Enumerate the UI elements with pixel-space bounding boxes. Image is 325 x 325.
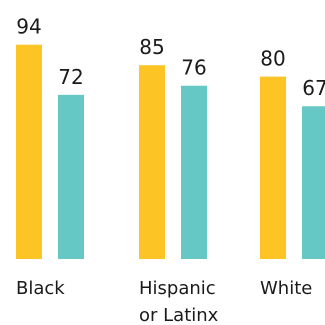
value-label-2-1: 67 <box>302 76 325 100</box>
value-labels-layer: 94 72 85 76 80 67 <box>16 15 325 101</box>
bar-2-0 <box>260 76 286 259</box>
value-label-1-1: 76 <box>181 56 206 80</box>
category-label-line-2-0: White <box>260 278 312 299</box>
category-label-0: Black <box>16 278 65 299</box>
bar-2-1 <box>302 106 325 260</box>
category-label-line-0-0: Black <box>16 278 65 299</box>
bar-0-0 <box>16 44 42 260</box>
category-label-line-1-1: or Latinx <box>139 305 219 325</box>
bars-layer <box>16 44 325 260</box>
bar-1-0 <box>139 65 165 259</box>
category-label-2: White <box>260 278 312 299</box>
bar-0-1 <box>58 94 84 259</box>
value-label-0-0: 94 <box>16 15 41 39</box>
category-label-1: Hispanic or Latinx <box>139 278 219 325</box>
value-label-1-0: 85 <box>139 35 164 59</box>
value-label-2-0: 80 <box>260 47 285 71</box>
category-label-line-1-0: Hispanic <box>139 278 216 299</box>
value-label-0-1: 72 <box>58 65 83 89</box>
category-labels-layer: Black Hispanic or Latinx White <box>16 278 312 325</box>
bar-1-1 <box>181 85 207 259</box>
